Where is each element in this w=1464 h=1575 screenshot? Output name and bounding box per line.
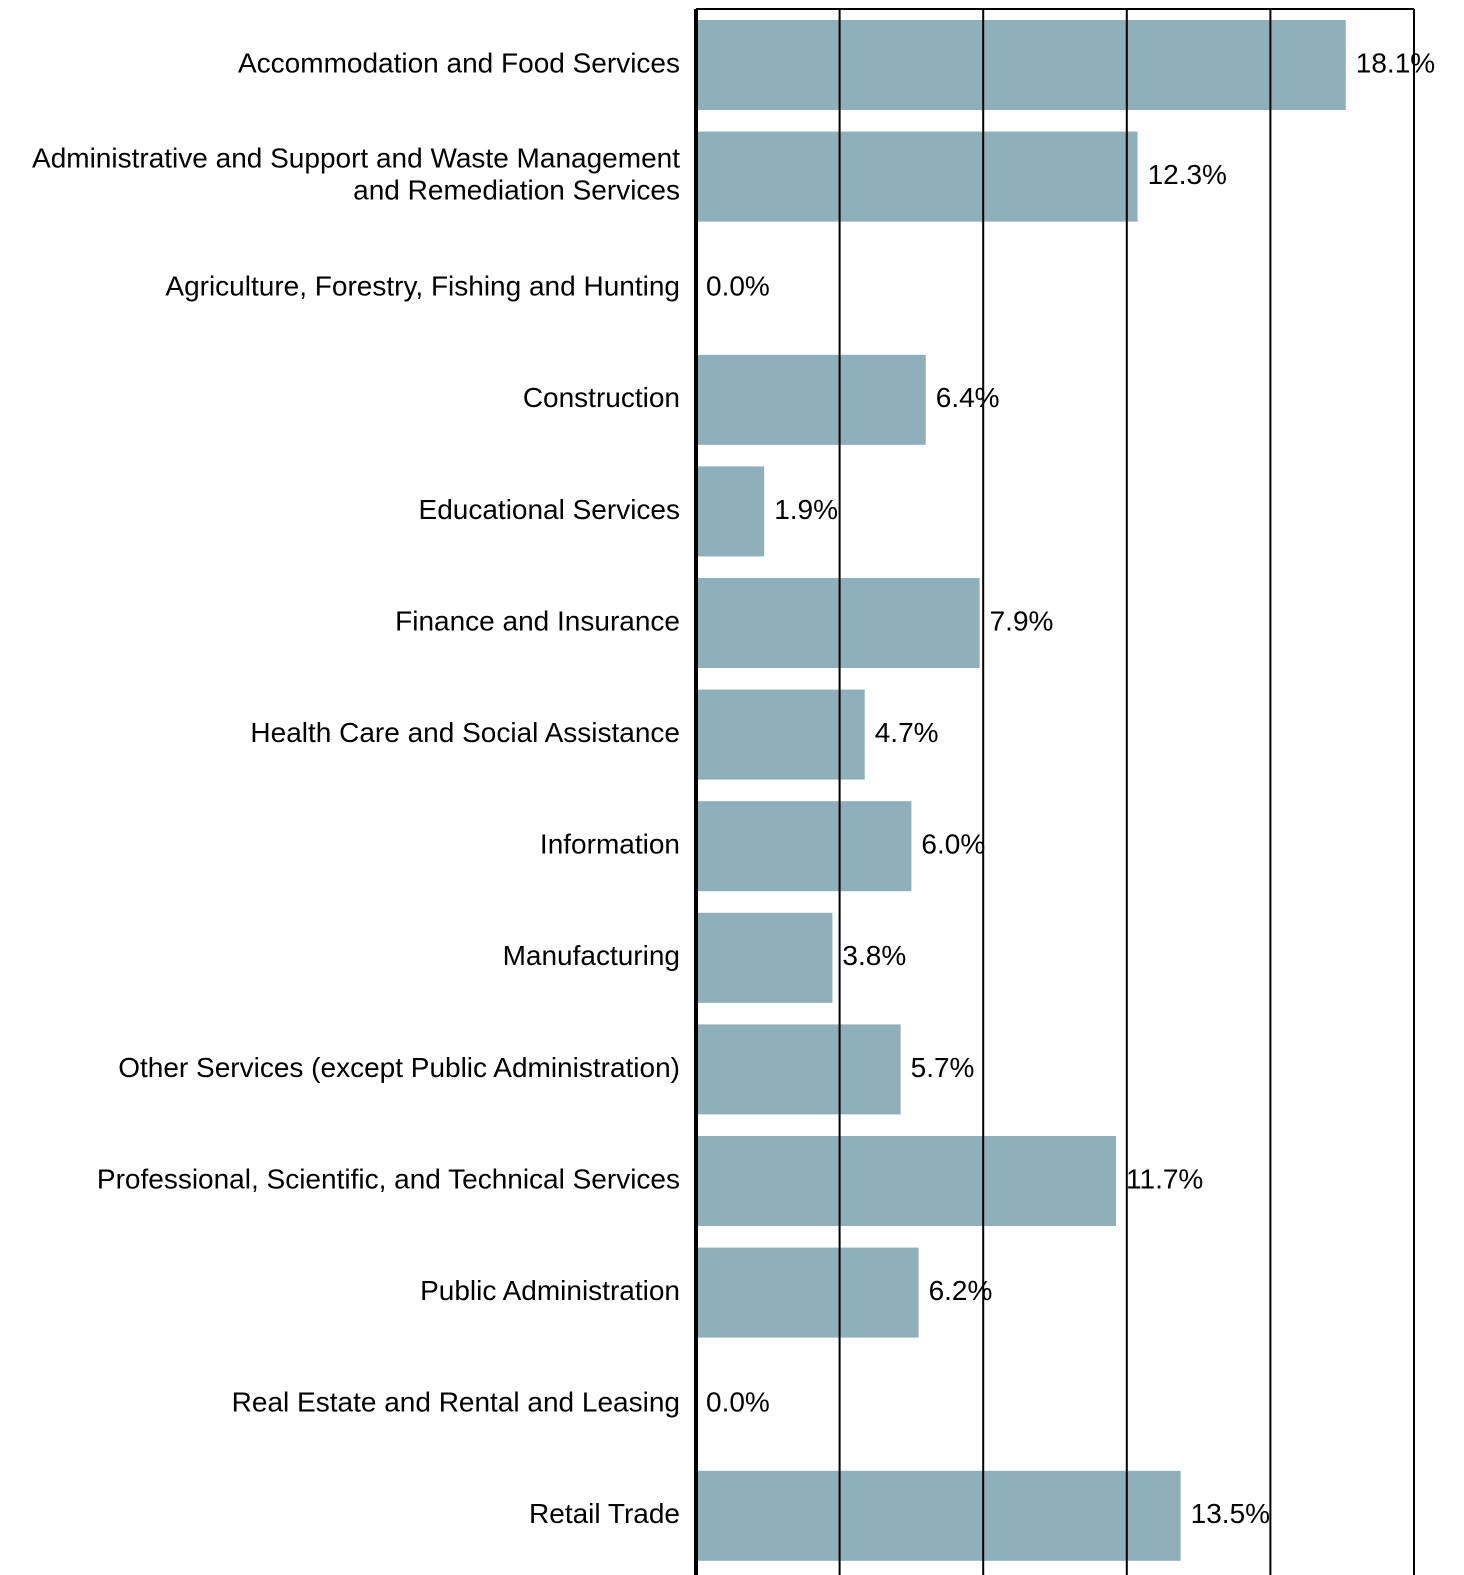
category-label: Agriculture, Forestry, Fishing and Hunti… xyxy=(165,271,680,302)
category-label: Other Services (except Public Administra… xyxy=(118,1052,680,1083)
value-label: 0.0% xyxy=(706,1387,770,1418)
bar xyxy=(696,801,912,892)
value-label: 12.3% xyxy=(1148,159,1227,190)
category-label: Administrative and Support and Waste Man… xyxy=(32,143,680,206)
category-label: Real Estate and Rental and Leasing xyxy=(232,1387,680,1418)
bar xyxy=(696,578,980,668)
category-label: Construction xyxy=(523,382,680,413)
category-label: Finance and Insurance xyxy=(395,605,680,636)
category-label: Educational Services xyxy=(419,494,680,525)
value-label: 3.8% xyxy=(842,940,906,971)
value-label: 6.0% xyxy=(921,829,985,860)
value-label: 11.7% xyxy=(1126,1163,1203,1194)
bar xyxy=(696,20,1346,110)
bar xyxy=(696,689,865,780)
bar xyxy=(696,912,833,1003)
bar xyxy=(696,1024,901,1115)
bar xyxy=(696,466,765,557)
bar xyxy=(696,354,926,445)
value-label: 7.9% xyxy=(990,605,1054,636)
value-label: 13.5% xyxy=(1191,1498,1270,1529)
bar xyxy=(696,1136,1117,1226)
bar xyxy=(696,131,1138,222)
category-label: Information xyxy=(540,829,680,860)
category-label: Retail Trade xyxy=(529,1498,680,1529)
category-label: Accommodation and Food Services xyxy=(238,47,680,78)
bar xyxy=(696,1247,919,1338)
value-label: 6.4% xyxy=(936,382,1000,413)
value-label: 5.7% xyxy=(911,1052,975,1083)
category-label: Manufacturing xyxy=(503,940,680,971)
value-label: 0.0% xyxy=(706,271,770,302)
value-label: 6.2% xyxy=(929,1275,993,1306)
value-label: 1.9% xyxy=(774,494,838,525)
category-label: Health Care and Social Assistance xyxy=(250,717,680,748)
value-label: 18.1% xyxy=(1356,47,1435,78)
category-label: Professional, Scientific, and Technical … xyxy=(97,1163,680,1194)
value-label: 4.7% xyxy=(875,717,939,748)
bar xyxy=(696,1470,1181,1561)
category-label: Public Administration xyxy=(420,1275,680,1306)
